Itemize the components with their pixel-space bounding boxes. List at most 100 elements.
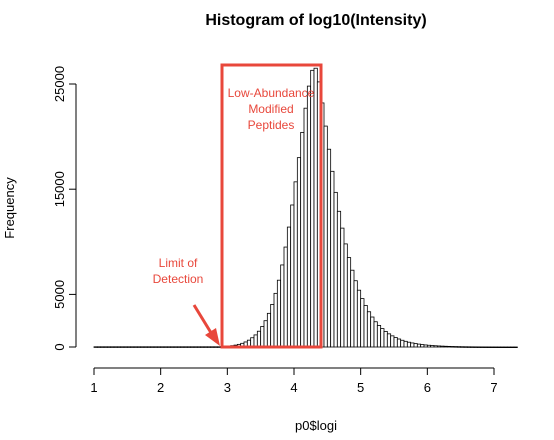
x-tick-label: 2	[157, 380, 164, 395]
histogram-bar	[400, 339, 405, 348]
histogram-bar-tail	[100, 346, 105, 348]
y-tick-label: 15000	[52, 171, 67, 207]
x-tick-label: 6	[424, 380, 431, 395]
histogram-bar	[463, 346, 468, 348]
histogram-bar	[293, 181, 298, 348]
histogram-bar-tail	[146, 346, 152, 348]
histogram-bar	[466, 346, 472, 348]
histogram-bar	[440, 345, 445, 348]
histogram-bar-tail	[206, 346, 212, 348]
histogram-bar-tail	[123, 346, 128, 348]
histogram-bar-tail	[120, 346, 125, 348]
histogram-bar	[473, 346, 478, 348]
histogram-bar-tail	[166, 346, 172, 348]
histogram-bar-tail	[193, 346, 198, 348]
histogram-bar-tail	[190, 346, 195, 348]
histogram-bar	[446, 345, 452, 348]
histogram-bar-tail	[176, 346, 182, 348]
histogram-bar	[306, 85, 312, 348]
chart-title: Histogram of log10(Intensity)	[205, 12, 426, 29]
histogram-bar	[303, 107, 308, 348]
histogram-bar	[256, 330, 262, 348]
histogram-bar-tail	[113, 346, 118, 348]
histogram-bar	[423, 344, 428, 348]
histogram-bar	[420, 344, 425, 348]
histogram-bar	[513, 346, 518, 348]
histogram-bar-tail	[140, 346, 145, 348]
histogram-bar	[336, 210, 342, 348]
histogram-bar-tail	[186, 346, 192, 348]
histogram-bar	[360, 298, 365, 348]
histogram-bar-tail	[180, 346, 185, 348]
histogram-bar	[433, 345, 438, 348]
histogram-bar-tail	[163, 346, 168, 348]
histogram-bar-tail	[156, 346, 162, 348]
y-tick-label: 25000	[52, 66, 67, 102]
histogram-bar	[380, 328, 385, 348]
histogram-bar	[266, 312, 272, 348]
histogram-bar	[453, 346, 458, 348]
histogram-bar	[353, 280, 358, 348]
histogram-bar-tail	[133, 346, 138, 348]
histogram-bar-tail	[183, 346, 188, 348]
histogram-bar	[436, 345, 442, 348]
histogram-bar	[333, 191, 338, 348]
histogram-bar	[416, 343, 422, 348]
histogram-bar	[406, 341, 412, 348]
histogram-bar	[450, 346, 455, 348]
histogram-bar-tail	[93, 346, 98, 348]
histogram-bar	[283, 246, 288, 348]
histogram-bar	[483, 346, 488, 348]
histogram-bar	[290, 204, 295, 348]
x-tick-label: 7	[490, 380, 497, 395]
histogram-bar-tail	[136, 346, 142, 348]
annotations: Low-Abundance Modified Peptides Limit of Det…	[153, 63, 323, 349]
x-tick-label: 5	[357, 380, 364, 395]
histogram-bar-tail	[130, 346, 135, 348]
histogram-bar	[373, 321, 378, 348]
histogram-bar-tail	[153, 346, 158, 348]
histogram-bar	[470, 346, 475, 348]
histogram-bar	[403, 340, 408, 348]
histogram-bar	[313, 67, 318, 348]
histogram-bar	[443, 345, 448, 348]
histogram-bar-tail	[216, 346, 222, 348]
histogram-bar-tail	[203, 346, 208, 348]
histogram-bar	[506, 346, 512, 348]
axes: 1 2 3 4 5 6 7 0 5000 15000 25000	[52, 66, 498, 395]
arrow-annotation-line: Limit of	[159, 256, 198, 270]
histogram-bar	[493, 346, 498, 348]
low-abundance-box	[220, 63, 323, 349]
histogram-bars	[93, 67, 518, 348]
histogram-bar-tail	[110, 346, 115, 348]
histogram-bar	[350, 269, 355, 348]
histogram-bar	[376, 325, 382, 348]
histogram-bar-tail	[213, 346, 218, 348]
x-tick-label: 1	[90, 380, 97, 395]
y-tick-label: 5000	[52, 280, 67, 309]
histogram-bar	[280, 264, 285, 348]
histogram-bar	[296, 157, 302, 348]
histogram-bar-tail	[126, 346, 132, 348]
histogram-bar	[500, 346, 505, 348]
histogram-bar	[346, 257, 352, 348]
histogram-bar	[326, 148, 332, 348]
histogram-bar	[323, 125, 328, 348]
limit-arrow-head	[205, 328, 220, 346]
histogram-bar	[356, 289, 362, 348]
histogram-bar	[413, 343, 418, 348]
limit-arrow-shaft	[192, 304, 215, 337]
box-annotation-line: Modified	[248, 102, 293, 116]
histogram-bar	[310, 69, 315, 348]
histogram-bar-tail	[96, 346, 102, 348]
histogram-bar	[503, 346, 508, 348]
y-tick-label: 0	[52, 343, 67, 350]
histogram-bar	[276, 279, 282, 348]
histogram-bar	[496, 346, 502, 348]
y-axis-label: Frequency	[2, 177, 17, 239]
histogram-bar	[260, 326, 265, 348]
histogram-bar	[300, 131, 305, 348]
histogram-bar	[456, 346, 462, 348]
histogram-bar-tail	[103, 346, 108, 348]
